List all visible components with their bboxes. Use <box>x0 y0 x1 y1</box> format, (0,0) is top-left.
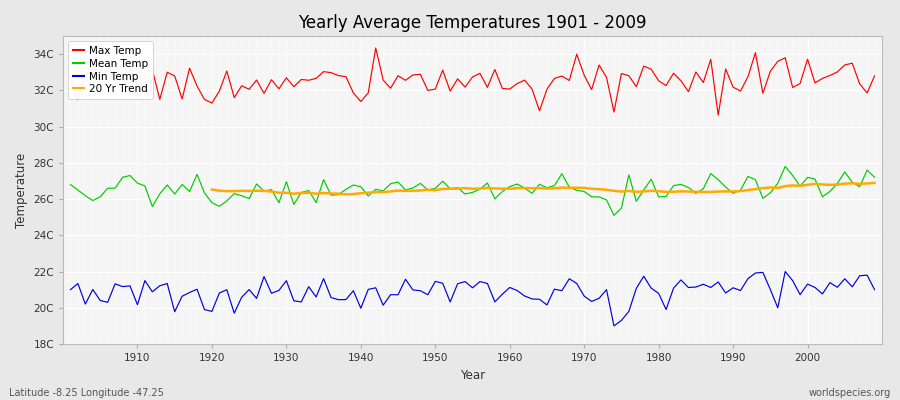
Text: Latitude -8.25 Longitude -47.25: Latitude -8.25 Longitude -47.25 <box>9 388 164 398</box>
Title: Yearly Average Temperatures 1901 - 2009: Yearly Average Temperatures 1901 - 2009 <box>298 14 647 32</box>
Legend: Max Temp, Mean Temp, Min Temp, 20 Yr Trend: Max Temp, Mean Temp, Min Temp, 20 Yr Tre… <box>68 41 153 100</box>
X-axis label: Year: Year <box>460 368 485 382</box>
Text: worldspecies.org: worldspecies.org <box>809 388 891 398</box>
Y-axis label: Temperature: Temperature <box>14 152 28 228</box>
